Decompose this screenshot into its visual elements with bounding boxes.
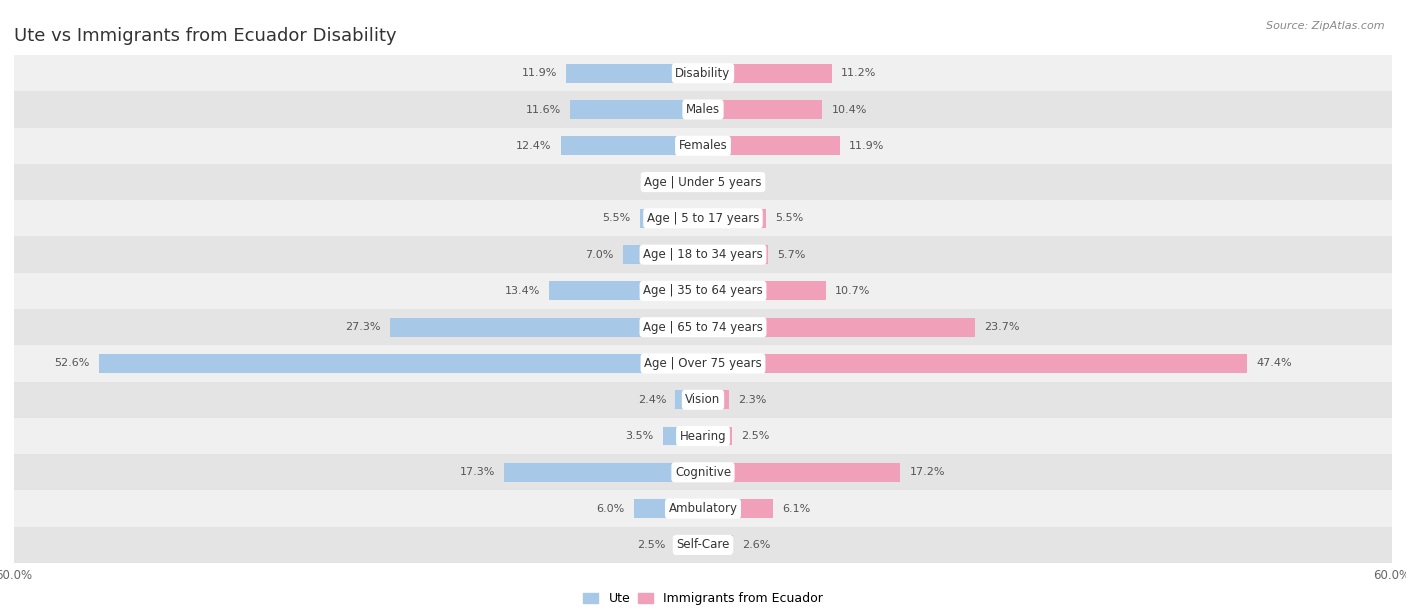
Legend: Ute, Immigrants from Ecuador: Ute, Immigrants from Ecuador — [583, 592, 823, 605]
Bar — [640, 209, 703, 228]
Text: Age | 35 to 64 years: Age | 35 to 64 years — [643, 285, 763, 297]
Text: 2.5%: 2.5% — [637, 540, 665, 550]
Bar — [703, 282, 825, 300]
Text: Males: Males — [686, 103, 720, 116]
FancyBboxPatch shape — [14, 55, 1392, 91]
Text: Source: ZipAtlas.com: Source: ZipAtlas.com — [1267, 21, 1385, 31]
Bar — [703, 318, 976, 337]
Text: 23.7%: 23.7% — [984, 322, 1019, 332]
Text: Cognitive: Cognitive — [675, 466, 731, 479]
Text: Self-Care: Self-Care — [676, 539, 730, 551]
FancyBboxPatch shape — [14, 164, 1392, 200]
FancyBboxPatch shape — [14, 527, 1392, 563]
FancyBboxPatch shape — [14, 91, 1392, 128]
Bar — [675, 390, 703, 409]
FancyBboxPatch shape — [14, 418, 1392, 454]
Bar — [505, 463, 703, 482]
Text: Age | Under 5 years: Age | Under 5 years — [644, 176, 762, 188]
Bar — [389, 318, 703, 337]
FancyBboxPatch shape — [14, 345, 1392, 382]
Text: 2.3%: 2.3% — [738, 395, 766, 405]
Text: Age | 5 to 17 years: Age | 5 to 17 years — [647, 212, 759, 225]
Text: Ambulatory: Ambulatory — [668, 502, 738, 515]
Bar — [662, 427, 703, 446]
Text: 3.5%: 3.5% — [626, 431, 654, 441]
Text: Disability: Disability — [675, 67, 731, 80]
Bar — [550, 282, 703, 300]
Text: 6.0%: 6.0% — [596, 504, 624, 513]
Bar — [703, 136, 839, 155]
Text: 7.0%: 7.0% — [585, 250, 613, 259]
FancyBboxPatch shape — [14, 128, 1392, 164]
Text: 11.6%: 11.6% — [526, 105, 561, 114]
Text: 5.7%: 5.7% — [778, 250, 806, 259]
Text: 6.1%: 6.1% — [782, 504, 810, 513]
Text: Age | Over 75 years: Age | Over 75 years — [644, 357, 762, 370]
Text: 17.2%: 17.2% — [910, 468, 945, 477]
Text: Vision: Vision — [685, 394, 721, 406]
Bar — [703, 499, 773, 518]
Text: Hearing: Hearing — [679, 430, 727, 442]
Text: 11.9%: 11.9% — [522, 68, 557, 78]
Bar — [703, 245, 769, 264]
Bar — [561, 136, 703, 155]
FancyBboxPatch shape — [14, 200, 1392, 236]
FancyBboxPatch shape — [14, 382, 1392, 418]
Text: 10.7%: 10.7% — [835, 286, 870, 296]
Bar — [623, 245, 703, 264]
Text: Age | 65 to 74 years: Age | 65 to 74 years — [643, 321, 763, 334]
Text: 10.4%: 10.4% — [831, 105, 868, 114]
Bar — [693, 173, 703, 192]
FancyBboxPatch shape — [14, 309, 1392, 345]
FancyBboxPatch shape — [14, 236, 1392, 273]
Bar — [567, 64, 703, 83]
FancyBboxPatch shape — [14, 273, 1392, 309]
Bar — [98, 354, 703, 373]
Bar — [703, 463, 900, 482]
Text: 2.4%: 2.4% — [638, 395, 666, 405]
Text: 17.3%: 17.3% — [460, 468, 495, 477]
Text: 5.5%: 5.5% — [602, 214, 631, 223]
Text: 12.4%: 12.4% — [516, 141, 551, 151]
Bar — [703, 536, 733, 554]
Text: 11.2%: 11.2% — [841, 68, 876, 78]
Text: 13.4%: 13.4% — [505, 286, 540, 296]
Text: Age | 18 to 34 years: Age | 18 to 34 years — [643, 248, 763, 261]
FancyBboxPatch shape — [14, 454, 1392, 490]
Text: 52.6%: 52.6% — [55, 359, 90, 368]
Text: Females: Females — [679, 140, 727, 152]
Bar — [703, 390, 730, 409]
Bar — [703, 427, 731, 446]
Bar — [703, 209, 766, 228]
Text: 5.5%: 5.5% — [775, 214, 804, 223]
Bar — [675, 536, 703, 554]
Text: 27.3%: 27.3% — [344, 322, 381, 332]
Text: 0.86%: 0.86% — [648, 177, 683, 187]
Text: 47.4%: 47.4% — [1257, 359, 1292, 368]
Bar — [569, 100, 703, 119]
Text: 2.5%: 2.5% — [741, 431, 769, 441]
Text: 1.1%: 1.1% — [725, 177, 754, 187]
Bar — [703, 354, 1247, 373]
Text: 11.9%: 11.9% — [849, 141, 884, 151]
Text: Ute vs Immigrants from Ecuador Disability: Ute vs Immigrants from Ecuador Disabilit… — [14, 27, 396, 45]
Bar — [703, 173, 716, 192]
Bar — [703, 100, 823, 119]
Bar — [634, 499, 703, 518]
Bar — [703, 64, 831, 83]
Text: 2.6%: 2.6% — [742, 540, 770, 550]
FancyBboxPatch shape — [14, 490, 1392, 527]
